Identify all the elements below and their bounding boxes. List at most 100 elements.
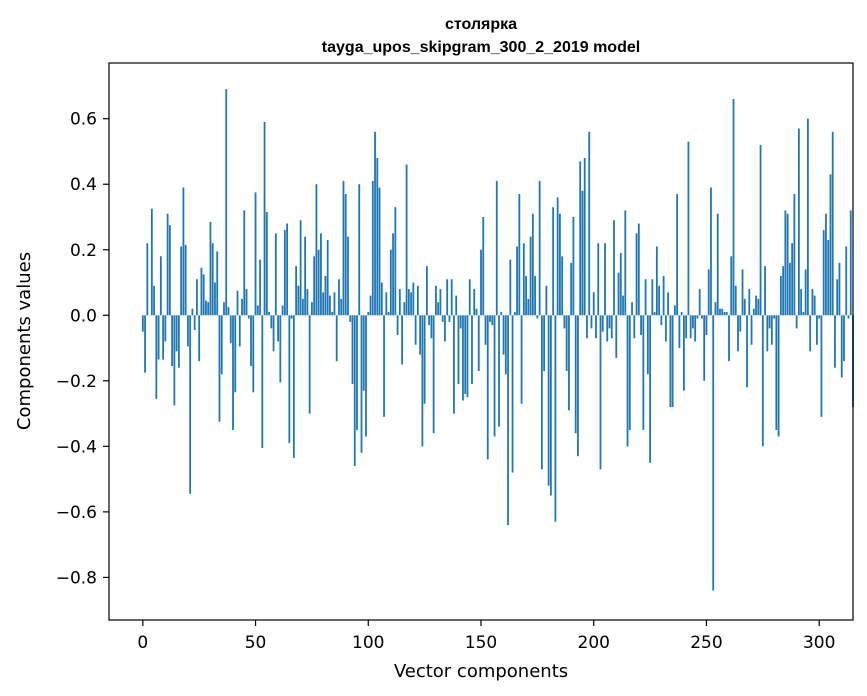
bar [766,315,769,352]
y-axis-ticks: −0.8 −0.6 −0.4 −0.2 0.0 0.2 0.4 0.6 [56,110,109,588]
bar [660,315,663,326]
bar [788,262,791,316]
bar [387,312,390,316]
bar [184,244,187,316]
bar [153,285,155,316]
bar [712,315,715,591]
bar [435,285,437,316]
bar [324,275,327,316]
x-tick-label: 0 [137,633,148,653]
bar [586,315,588,339]
bar [710,187,712,316]
bar [732,99,735,316]
bar [238,315,241,347]
bar [362,315,365,391]
bar [283,230,286,316]
bar [500,312,503,316]
bar [247,315,250,319]
bar [646,315,649,375]
bar [317,249,320,316]
bar [676,194,679,316]
bar [608,315,611,329]
bar [730,256,733,316]
bar [254,192,257,316]
bar [658,285,661,316]
bar [644,279,647,316]
bar [416,285,419,316]
bar [385,292,388,316]
bar [141,315,144,332]
bar [180,246,183,316]
bar [189,315,192,494]
bar [779,275,782,316]
bar [502,315,505,355]
bar [484,315,487,345]
bar [545,285,548,316]
x-tick-label: 200 [578,633,610,653]
bar [308,315,311,414]
bar [410,292,413,316]
bar [667,292,670,316]
bar [538,180,541,316]
bar [764,266,766,316]
bar [164,315,167,342]
bar [146,243,149,316]
bar [703,315,706,381]
bar [376,158,379,316]
bar [822,230,825,316]
bar [610,315,613,339]
bar [480,249,482,316]
bar [369,295,372,316]
bar [344,194,347,316]
bar [800,289,803,316]
bar [635,233,638,316]
bar [360,315,363,453]
bar [304,236,307,316]
chart-title: столярка [445,16,517,33]
bar [807,118,809,316]
bar [229,315,232,344]
bar [728,315,730,362]
bar [468,279,471,316]
bar [547,315,550,486]
bar [292,315,295,458]
bar [340,298,343,316]
y-tick-label: −0.2 [56,372,97,392]
bar [662,275,665,316]
bar [453,315,455,414]
bar [831,131,834,316]
bar [358,184,361,316]
plot-frame [108,62,854,621]
bar [834,315,836,368]
bar [707,269,710,316]
bar [595,315,597,339]
bar [653,312,656,316]
bar [236,290,239,316]
bar [311,302,313,316]
bar [568,315,570,411]
bar [326,239,329,316]
bar [793,194,796,316]
bar [277,315,279,342]
bar [843,315,845,362]
bar [245,289,248,316]
bar [775,315,778,430]
bar [495,180,498,316]
bar [207,302,210,316]
bar [403,302,406,316]
bar [520,315,523,404]
bar [250,315,252,367]
bar [809,315,812,352]
bar [157,315,160,360]
bar [459,315,462,329]
bar [462,315,464,401]
bar [351,315,354,385]
bar [446,279,449,316]
bar [288,315,291,444]
bar [820,315,823,417]
bar [299,220,302,316]
bar [421,315,424,447]
bar [556,197,559,316]
bar [583,158,586,316]
bar [268,312,270,316]
